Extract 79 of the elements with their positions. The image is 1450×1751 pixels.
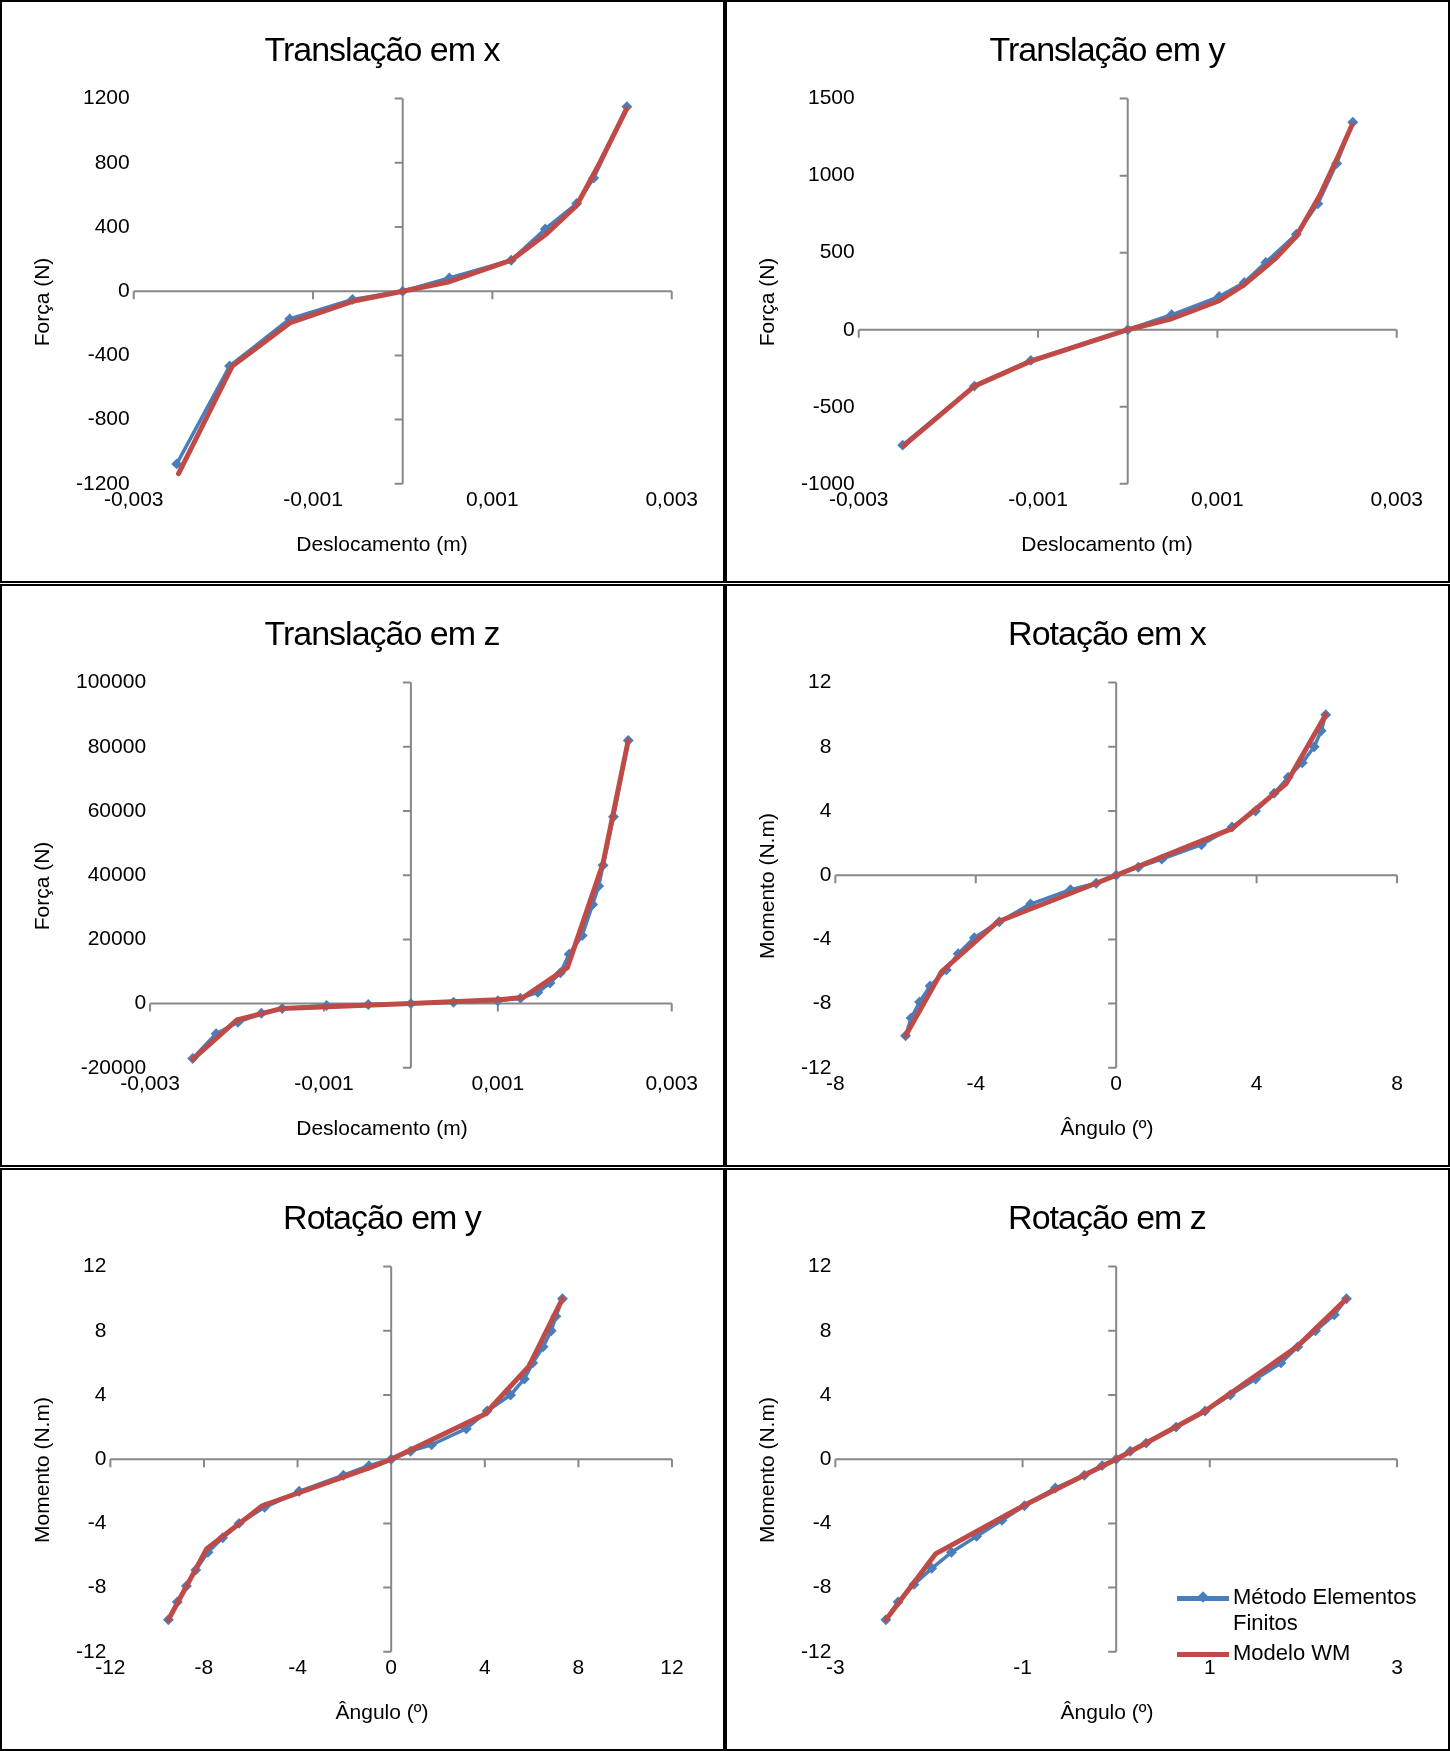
x-tick-label: 4 (1250, 1071, 1263, 1095)
x-axis-title: Ângulo (º) (1059, 1116, 1155, 1140)
y-axis-title: Força (N) (30, 257, 54, 347)
x-tick-label: -0,001 (1008, 487, 1068, 511)
y-tick-label: -500 (812, 393, 855, 417)
x-tick-label: 8 (572, 1655, 585, 1679)
y-tick-label: 8 (819, 733, 832, 757)
x-tick-label: 0,001 (466, 487, 519, 511)
x-tick-label: 1 (1203, 1655, 1216, 1679)
x-tick-label: 0,003 (1370, 487, 1424, 511)
y-tick-label: 0 (118, 278, 130, 301)
y-tick-label: 4 (819, 797, 832, 821)
y-tick-label: -4 (812, 926, 832, 950)
x-tick-label: 0,003 (645, 1071, 699, 1095)
chart-title: Rotação em z (1007, 1198, 1207, 1237)
y-tick-label: 1000 (807, 162, 855, 186)
legend-label: Método Elementos Finitos (1233, 1584, 1418, 1636)
x-axis-title: Ângulo (º) (334, 1700, 430, 1724)
x-axis-title: Deslocamento (m) (295, 532, 469, 556)
y-tick-label: 8 (94, 1317, 107, 1341)
x-tick-label: 8 (1391, 1071, 1403, 1095)
y-axis-title: Força (N) (30, 841, 54, 931)
y-tick-label: 500 (819, 239, 855, 263)
chart-title: Rotação em x (1007, 614, 1207, 653)
x-tick-label: 0,003 (645, 487, 699, 511)
x-tick-label: 12 (660, 1655, 684, 1679)
y-axis-title: Força (N) (755, 257, 779, 347)
y-tick-label: 80000 (87, 733, 147, 757)
y-tick-label: 0 (819, 1446, 832, 1469)
y-tick-label: 12 (807, 669, 832, 693)
y-tick-label: -4 (812, 1510, 832, 1534)
x-tick-label: 0,001 (1191, 487, 1244, 511)
x-tick-label: 4 (478, 1655, 491, 1679)
x-tick-label: 3 (1391, 1655, 1403, 1679)
x-tick-label: -4 (288, 1655, 308, 1679)
y-axis-title: Momento (N.m) (30, 1397, 54, 1543)
y-tick-label: 1500 (807, 85, 855, 109)
y-tick-label: -4 (87, 1510, 107, 1534)
x-tick-label: 0 (385, 1655, 398, 1679)
y-tick-label: -8 (812, 990, 832, 1014)
y-tick-label: 40000 (87, 862, 147, 885)
chart-title: Rotação em y (282, 1198, 483, 1237)
y-tick-label: -800 (87, 406, 130, 430)
x-axis-title: Deslocamento (m) (1020, 532, 1194, 556)
x-tick-label: 0,001 (471, 1071, 525, 1095)
y-tick-label: 4 (94, 1381, 107, 1405)
legend-label: Modelo WM (1233, 1640, 1351, 1666)
x-axis-title: Deslocamento (m) (295, 1116, 469, 1140)
y-axis-title: Momento (N.m) (755, 813, 779, 959)
y-tick-label: 0 (843, 316, 855, 340)
y-axis-title: Momento (N.m) (755, 1397, 779, 1543)
chart-title: Translação em x (263, 30, 501, 69)
x-tick-label: -0,001 (283, 487, 343, 511)
y-tick-label: 0 (134, 990, 147, 1014)
y-tick-label: -8 (812, 1574, 832, 1598)
y-tick-label: -8 (87, 1574, 107, 1598)
x-tick-label: -8 (194, 1655, 214, 1679)
y-tick-label: 400 (94, 213, 130, 237)
x-axis-title: Ângulo (º) (1059, 1700, 1155, 1724)
y-tick-label: 0 (94, 1446, 107, 1469)
y-tick-label: 1200 (82, 85, 130, 109)
x-tick-label: -0,001 (294, 1071, 354, 1095)
x-tick-label: -1 (1013, 1655, 1032, 1679)
y-tick-label: -12 (800, 1638, 832, 1662)
y-tick-label: 60000 (87, 797, 147, 821)
chart-title: Translação em z (263, 614, 501, 653)
y-tick-label: 12 (82, 1253, 107, 1277)
y-tick-label: 800 (94, 149, 130, 173)
y-tick-label: 0 (819, 862, 832, 885)
y-tick-label: -400 (87, 342, 130, 366)
y-tick-label: 8 (819, 1317, 832, 1341)
y-tick-label: -12 (800, 1054, 832, 1078)
x-tick-label: -4 (966, 1071, 986, 1095)
y-tick-label: 100000 (76, 669, 147, 693)
x-tick-label: 0 (1110, 1071, 1123, 1095)
y-tick-label: 20000 (87, 926, 147, 950)
y-tick-label: 4 (819, 1381, 832, 1405)
chart-title: Translação em y (988, 30, 1227, 69)
y-tick-label: 12 (807, 1253, 832, 1277)
